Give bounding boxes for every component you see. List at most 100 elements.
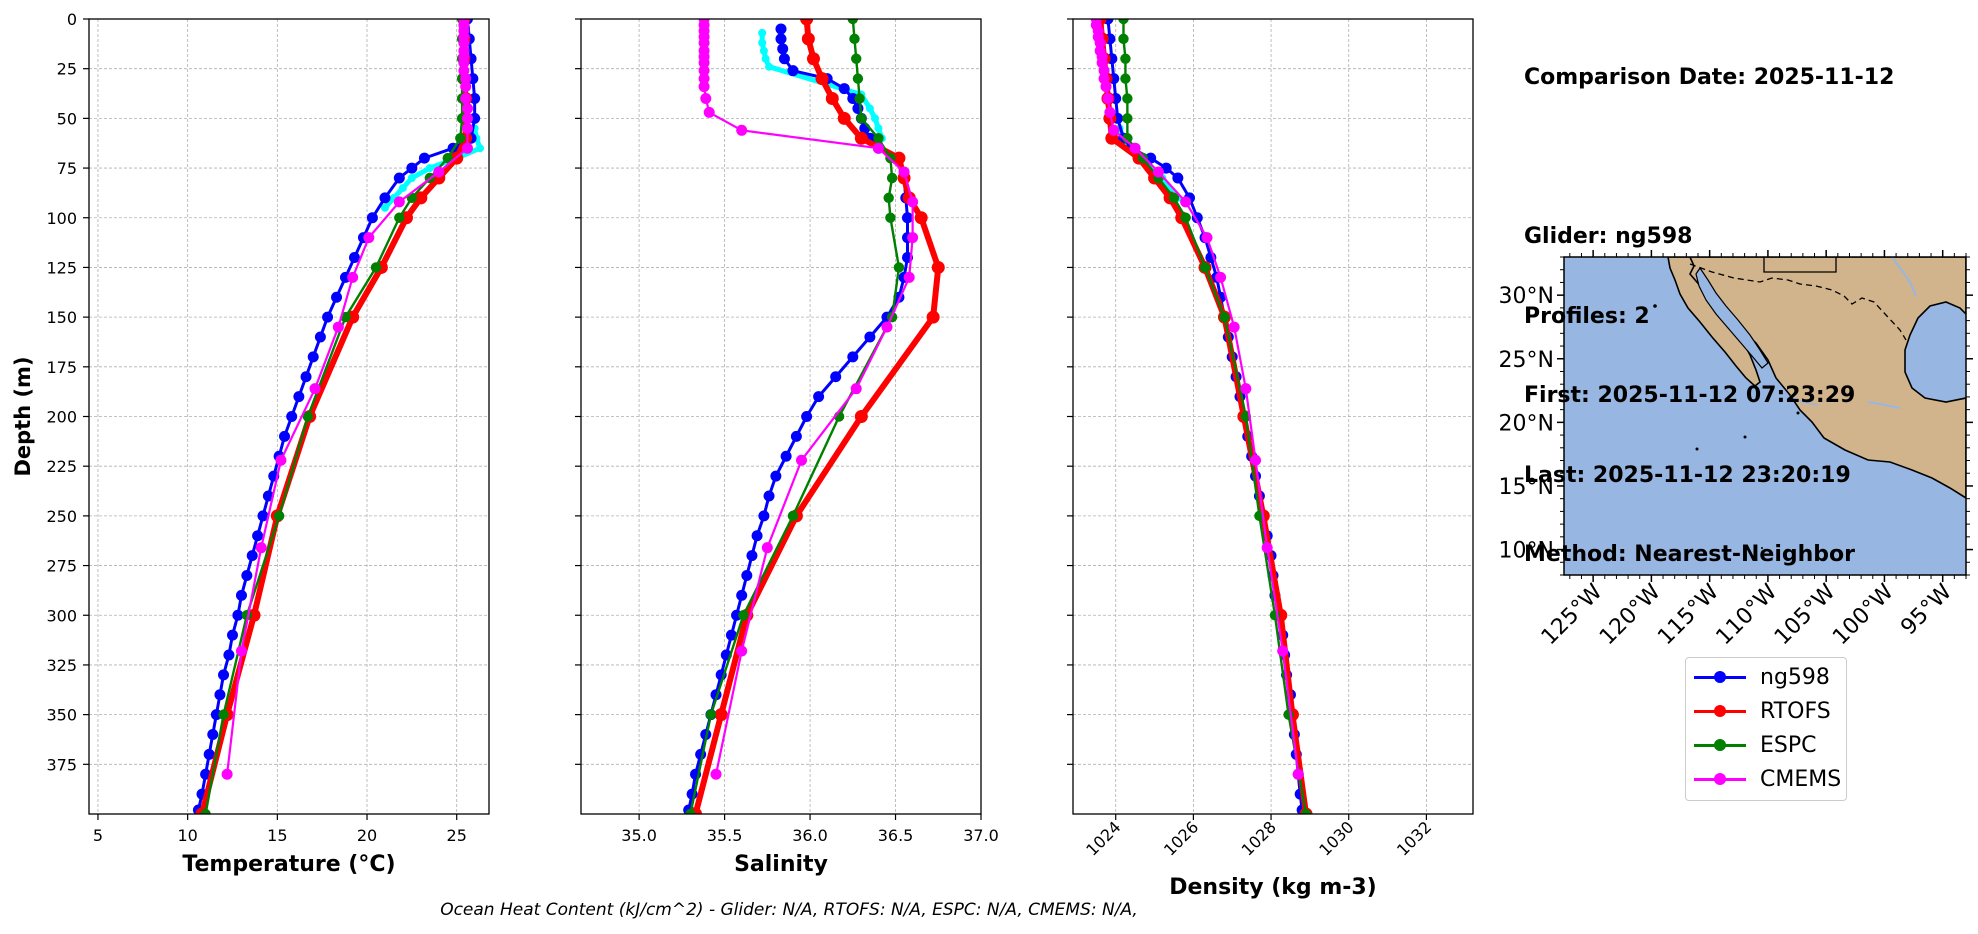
legend-label: ESPC	[1760, 732, 1817, 758]
data-point	[796, 454, 808, 466]
data-point	[279, 430, 291, 442]
data-point	[886, 172, 898, 184]
last-time: Last: 2025-11-12 23:20:19	[1524, 462, 1851, 488]
series-glider-raw	[758, 28, 886, 143]
data-point	[347, 271, 359, 283]
data-point	[874, 124, 883, 133]
data-point	[293, 391, 305, 403]
data-point	[460, 81, 472, 93]
y-tick-label: 50	[57, 109, 77, 128]
data-point	[1120, 73, 1131, 84]
data-point	[698, 65, 710, 77]
legend-entry: RTOFS	[1694, 696, 1831, 726]
data-point	[394, 212, 405, 223]
series-line	[759, 32, 885, 140]
data-point	[286, 411, 298, 422]
data-point	[1098, 65, 1110, 77]
data-point	[847, 19, 858, 25]
x-tick-label: 20	[357, 826, 377, 845]
x-tick-label: 25	[447, 826, 467, 845]
legend-label: RTOFS	[1760, 698, 1831, 724]
glider-name: Glider: ng598	[1524, 224, 1693, 249]
x-tick-label: 15	[267, 826, 287, 845]
map-border	[1689, 263, 1907, 341]
data-point	[302, 411, 314, 422]
data-point	[433, 166, 445, 178]
data-point	[775, 33, 787, 45]
x-tick-label: 10	[177, 826, 197, 845]
data-point	[461, 102, 473, 114]
salinity-panel	[581, 19, 981, 814]
data-point	[751, 530, 763, 542]
data-point	[838, 83, 850, 95]
data-point	[322, 311, 334, 323]
series-ng598	[1102, 19, 1308, 814]
data-point	[1122, 93, 1133, 104]
data-point	[1261, 542, 1273, 554]
data-point	[738, 610, 749, 621]
data-point	[221, 768, 233, 780]
data-point	[461, 142, 473, 154]
data-point	[414, 191, 428, 205]
data-point	[314, 331, 326, 343]
data-point	[850, 383, 862, 395]
data-point	[847, 351, 859, 363]
data-point	[1100, 81, 1112, 93]
data-point	[458, 37, 470, 49]
data-point	[765, 62, 774, 71]
data-point	[1102, 93, 1114, 104]
data-point	[1172, 172, 1184, 184]
data-point	[442, 152, 453, 164]
y-tick-label: 150	[46, 308, 77, 327]
data-point	[898, 166, 910, 178]
data-point	[837, 111, 851, 125]
legend-label: CMEMS	[1760, 766, 1842, 792]
data-point	[1228, 321, 1240, 333]
map-lat-label: 10°N	[1499, 539, 1554, 564]
data-point	[685, 808, 696, 814]
data-point	[700, 93, 712, 104]
data-point	[460, 73, 472, 85]
data-point	[790, 430, 802, 442]
x-axis-label: Density (kg m-3)	[1169, 875, 1377, 900]
data-point	[907, 196, 919, 208]
y-tick-label: 350	[46, 706, 77, 725]
y-tick-label: 200	[46, 408, 77, 427]
data-point	[218, 709, 229, 720]
data-point	[907, 232, 919, 244]
x-axis-label: Salinity	[734, 852, 828, 877]
y-tick-label: 125	[46, 258, 77, 277]
data-point	[393, 172, 405, 184]
data-point	[775, 23, 787, 35]
x-tick-label: 1026	[1160, 817, 1202, 859]
data-point	[893, 262, 905, 273]
data-point	[758, 510, 770, 522]
x-tick-label: 36.0	[792, 826, 828, 845]
series-line	[196, 19, 477, 811]
data-point	[725, 629, 737, 641]
data-point	[849, 33, 860, 45]
data-point	[380, 203, 389, 212]
data-point	[885, 212, 896, 223]
y-axis-label: Depth (m)	[11, 356, 35, 476]
data-point	[1180, 196, 1192, 208]
map-lat-label: 20°N	[1499, 411, 1554, 436]
data-point	[406, 162, 418, 174]
data-point	[241, 570, 253, 581]
data-point	[914, 211, 928, 225]
data-point	[903, 271, 915, 283]
data-point	[203, 748, 215, 760]
data-point	[1277, 645, 1289, 657]
data-point	[363, 232, 375, 244]
data-point	[1129, 142, 1141, 154]
data-point	[200, 808, 211, 814]
data-point	[892, 151, 906, 165]
data-point	[778, 53, 790, 65]
y-tick-label: 100	[46, 209, 77, 228]
data-point	[873, 133, 884, 144]
data-point	[393, 196, 405, 208]
data-point	[801, 411, 813, 422]
x-tick-label: 37.0	[963, 826, 999, 845]
comparison-date: Comparison Date: 2025-11-12	[1524, 65, 1895, 90]
